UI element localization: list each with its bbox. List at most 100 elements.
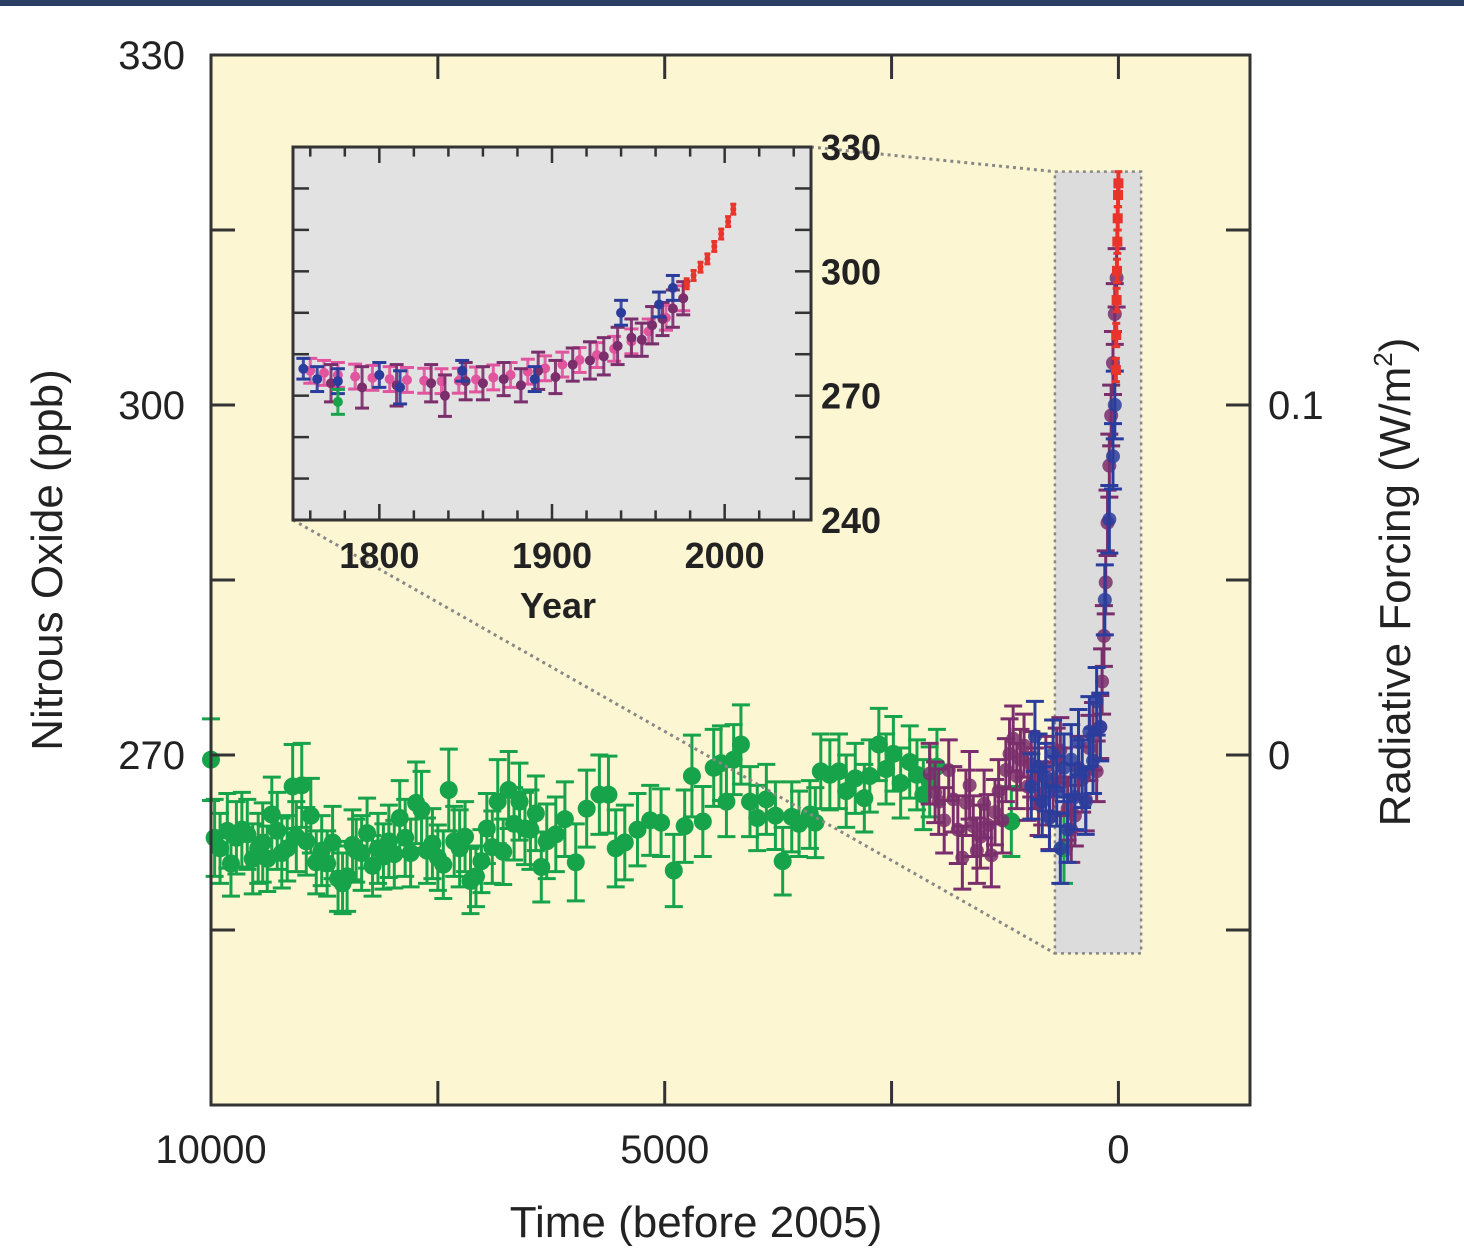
main-point <box>412 800 431 819</box>
main-point <box>1097 592 1112 607</box>
inset-point <box>374 369 385 380</box>
x-axis-title: Time (before 2005) <box>510 1198 883 1247</box>
main-point <box>1111 265 1122 276</box>
inset-y-tick-label: 240 <box>821 500 881 541</box>
main-series-0 <box>202 703 1073 916</box>
inset-series-2 <box>296 273 680 406</box>
main-series-2 <box>1022 369 1124 885</box>
main-point <box>258 849 277 868</box>
main-point <box>724 750 743 769</box>
right-y-axis-title-close: ) <box>1371 338 1420 353</box>
main-point <box>652 813 671 832</box>
main-point <box>731 735 750 754</box>
inset-point <box>616 307 627 318</box>
main-point <box>741 792 760 811</box>
inset-point <box>477 378 488 389</box>
inset-point <box>488 372 499 383</box>
inset-point <box>626 332 637 343</box>
main-point <box>995 813 1010 828</box>
right-y-tick-label: 0 <box>1268 734 1290 778</box>
inset-series-group <box>296 202 737 418</box>
main-point <box>675 817 694 836</box>
main-point <box>268 821 287 840</box>
main-point <box>766 806 785 825</box>
main-point <box>488 792 507 811</box>
zoom-line-top <box>810 145 1056 174</box>
main-point <box>962 778 977 793</box>
inset-point <box>718 231 725 238</box>
main-point <box>757 790 776 809</box>
inset-point <box>678 293 689 304</box>
main-point <box>1053 841 1068 856</box>
inset-point <box>567 359 578 370</box>
main-point <box>1113 178 1124 189</box>
main-point <box>877 760 896 778</box>
x-tick-label: 5000 <box>620 1128 709 1172</box>
inset-series-4 <box>683 202 737 291</box>
inset-point <box>312 374 323 385</box>
main-point <box>1067 790 1082 804</box>
main-point <box>682 767 701 785</box>
y-tick-label: 300 <box>118 384 185 428</box>
main-point <box>1110 365 1121 375</box>
main-point <box>693 812 712 831</box>
main-ticks: 10000 5000 0 270 300 330 0 0.1 <box>118 34 1323 1172</box>
inset-point <box>350 371 361 382</box>
inset-point <box>725 218 732 225</box>
main-point <box>297 832 316 851</box>
main-point <box>955 850 970 865</box>
main-point <box>615 833 634 852</box>
main-point <box>984 848 999 863</box>
main-point <box>1093 720 1108 734</box>
inset-point <box>498 374 509 385</box>
main-point <box>1111 330 1122 340</box>
main-point <box>292 776 311 795</box>
main-point <box>628 820 647 839</box>
main-point <box>526 804 545 823</box>
main-point <box>1107 398 1122 412</box>
inset-point <box>439 390 450 401</box>
main-point <box>891 774 910 792</box>
inset-ticks: 1800 1900 2000 240 270 300 330 <box>293 127 881 576</box>
right-y-axis-title-superscript: 2 <box>1368 352 1398 366</box>
inset-x-axis-title: Year <box>520 585 596 626</box>
inset-point <box>357 382 368 393</box>
main-point <box>837 782 856 801</box>
inset-y-tick-label: 300 <box>821 251 881 292</box>
main-point <box>1105 449 1120 464</box>
main-point <box>456 827 475 846</box>
zoom-connector-lines <box>292 145 1056 955</box>
right-y-tick-label: 0.1 <box>1268 384 1324 428</box>
main-point <box>1049 784 1064 799</box>
main-point <box>931 794 946 809</box>
main-point <box>599 785 618 804</box>
inset-point <box>683 280 690 287</box>
inset-point <box>584 355 595 366</box>
inset-point <box>550 372 561 383</box>
inset-point <box>667 282 678 293</box>
inset-point <box>457 365 468 376</box>
main-point <box>1017 738 1032 753</box>
y-axis-title: Nitrous Oxide (ppb) <box>23 369 72 750</box>
main-point <box>1038 770 1053 785</box>
inset-point <box>384 374 395 385</box>
main-point <box>494 842 513 861</box>
inset-point <box>667 303 678 314</box>
inset-series-3 <box>330 387 345 416</box>
main-point <box>717 792 736 811</box>
main-point <box>401 844 420 862</box>
main-point <box>577 799 596 818</box>
main-point <box>301 806 320 825</box>
main-point <box>1112 213 1123 224</box>
inset-point <box>730 206 737 213</box>
inset-y-tick-label: 270 <box>821 376 881 417</box>
inset-point <box>636 334 647 345</box>
main-point <box>211 839 230 858</box>
inset-point <box>401 374 412 385</box>
inset-point <box>598 351 609 362</box>
x-tick-label: 10000 <box>155 1128 266 1172</box>
top-border <box>0 0 1464 6</box>
main-point <box>664 861 683 880</box>
inset-series-1 <box>323 280 691 418</box>
